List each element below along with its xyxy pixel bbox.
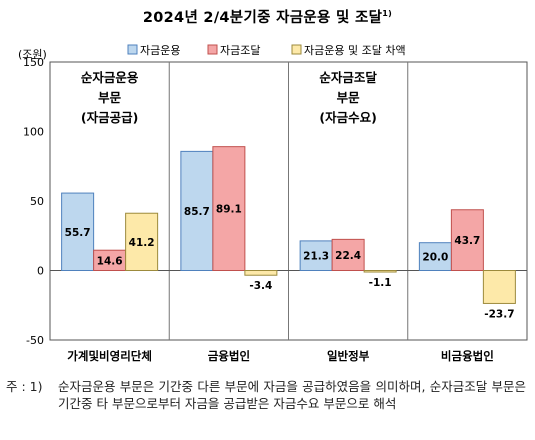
chart-title-footnote-mark: 1): [382, 9, 393, 19]
bar: [212, 146, 246, 271]
y-tick-label: -50: [26, 334, 44, 347]
annotation-text: (자금공급): [81, 110, 138, 125]
y-unit-label: (조원): [18, 48, 47, 61]
legend-swatch: [127, 44, 138, 55]
data-label: -1.1: [369, 277, 392, 289]
annotation-text: (자금수요): [319, 110, 376, 125]
bar: [125, 212, 159, 271]
annotation-text: 순자금운용: [81, 70, 139, 85]
bar: [450, 209, 484, 272]
legend-label: 자금운용: [140, 44, 180, 57]
annotation-text: 부문: [337, 90, 361, 105]
footnote-text: 순자금운용 부문은 기간중 다른 부문에 자금을 공급하였음을 의미하며, 순자…: [58, 379, 526, 411]
data-label: 85.7: [184, 206, 210, 218]
annotation-text: 부문: [98, 90, 122, 105]
footnote-prefix: 주 : 1): [6, 379, 43, 394]
y-tick-label: 100: [23, 126, 44, 139]
x-tick-label: 금융법인: [208, 349, 250, 363]
bar: [418, 242, 452, 271]
x-tick-label: 비금융법인: [441, 349, 494, 363]
data-label: 41.2: [129, 237, 155, 249]
bar: [363, 270, 397, 273]
bar: [299, 240, 333, 272]
bar: [482, 270, 516, 304]
x-tick-label: 일반정부: [327, 349, 370, 363]
legend-label: 자금조달: [220, 44, 260, 57]
bar-chart: -50 0 50 100 150(조원) 자금운용 자금조달 자금운용 및 조달 차액 55.7…: [18, 44, 528, 363]
bar: [331, 238, 365, 271]
bar: [244, 270, 278, 276]
data-label: 14.6: [97, 255, 123, 267]
legend-label: 자금운용 및 조달 차액: [304, 44, 406, 57]
data-label: -3.4: [249, 280, 272, 292]
chart-title: 2024년 2/4분기중 자금운용 및 조달1): [0, 6, 535, 27]
data-label: 89.1: [216, 204, 242, 216]
y-tick-label: 50: [30, 195, 44, 208]
bar: [180, 150, 214, 271]
data-label: 22.4: [335, 250, 361, 262]
legend-swatch: [291, 44, 302, 55]
chart-title-text: 2024년 2/4분기중 자금운용 및 조달: [142, 10, 383, 26]
x-tick-label: 가계및비영리단체: [67, 349, 152, 363]
data-label: 55.7: [65, 227, 91, 239]
data-label: 20.0: [422, 252, 448, 264]
y-tick-label: 150: [23, 56, 44, 69]
legend-swatch: [207, 44, 218, 55]
data-label: 43.7: [454, 235, 480, 247]
annotation-text: 순자금조달: [319, 70, 377, 85]
bar: [61, 192, 95, 271]
footnote: 주 : 1) 순자금운용 부문은 기간중 다른 부문에 자금을 공급하였음을 의…: [6, 378, 526, 412]
data-label: -23.7: [484, 308, 514, 320]
data-label: 21.3: [303, 251, 329, 263]
y-tick-label: 0: [37, 265, 44, 278]
